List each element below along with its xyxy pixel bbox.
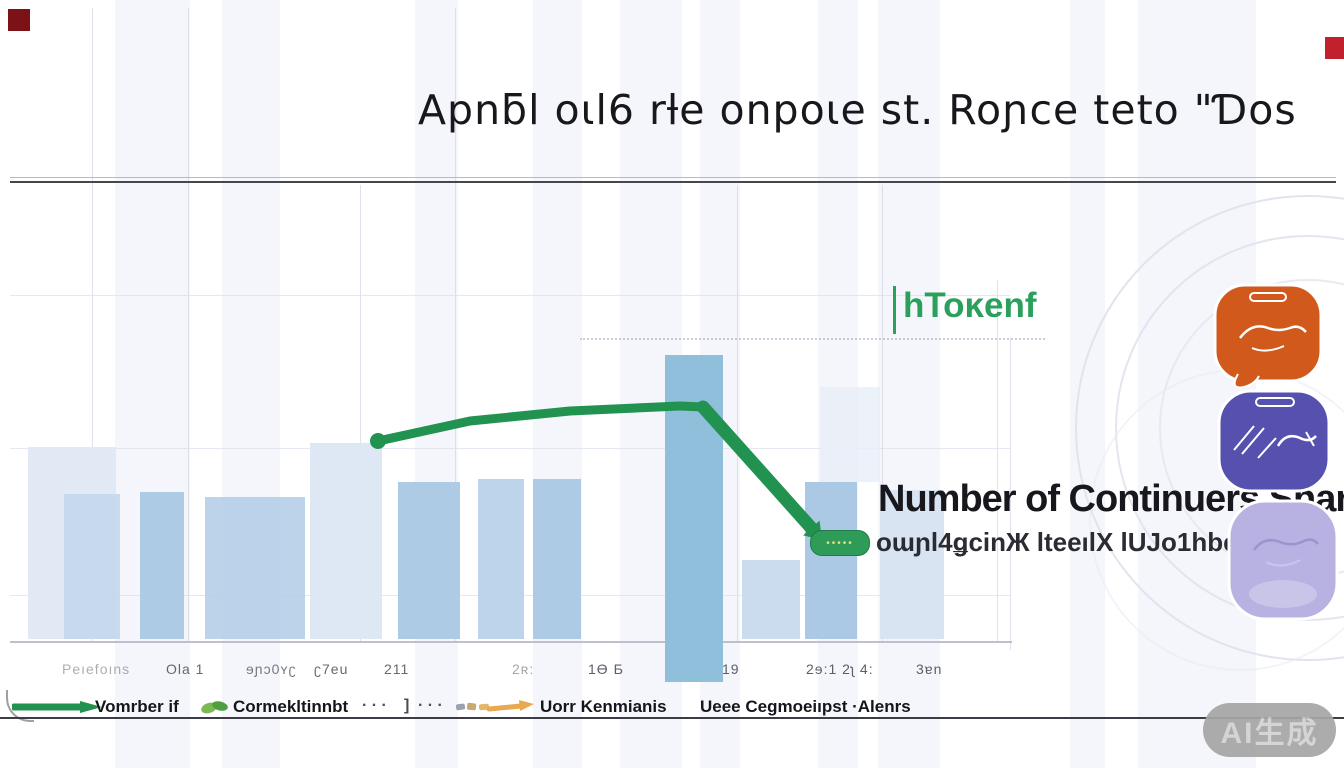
vertical-gridline <box>92 8 93 641</box>
legend-item-2-label: Uorr Kenmianis <box>540 697 667 716</box>
chat-bubble-indigo-icon <box>1217 389 1331 493</box>
vertical-gridline <box>1010 338 1011 650</box>
legend-separator-bracket: ] <box>404 697 410 714</box>
x-axis-line <box>10 641 1012 643</box>
x-axis-label: 2ɘ:1 2ʅ 4: <box>806 661 874 677</box>
background-stripe <box>878 0 940 768</box>
background-stripe <box>115 0 190 768</box>
x-axis-label: Peıefoıns <box>62 661 131 677</box>
bar <box>64 494 120 639</box>
bar <box>398 482 460 639</box>
header-rule-dark <box>10 181 1336 183</box>
background-stripe <box>415 0 458 768</box>
legend-blob-markers-icon <box>456 702 490 711</box>
x-axis-label: 1Ɵ Ƃ <box>588 661 624 677</box>
bar <box>140 492 184 639</box>
x-axis-label: 211 <box>384 661 410 677</box>
bar <box>665 355 723 682</box>
headline-subtitle: oɯɲl4ǥcinЖ lteeılX lUJo1hbe <box>876 527 1238 557</box>
vertical-gridline <box>455 8 456 641</box>
bar <box>805 482 857 639</box>
legend-item-3-label: Ueee Cegmoeiıpst ·Alenrs <box>700 697 911 716</box>
x-axis-label: Ola 1 <box>166 661 205 677</box>
vertical-gridline <box>997 280 998 641</box>
bar <box>533 479 581 639</box>
x-axis-label: ʗ7eu <box>314 661 349 677</box>
background-stripe <box>222 0 280 768</box>
legend-item-1-label-a: Vomrber if <box>95 697 179 716</box>
red-square-top-left <box>8 9 30 31</box>
bottom-rule <box>0 717 1344 719</box>
legend-green-arrow-icon <box>12 701 102 713</box>
text-cursor <box>893 286 896 334</box>
legend-separator-right: · · · <box>418 697 443 714</box>
bar <box>742 560 800 639</box>
vertical-gridline <box>882 185 883 641</box>
x-axis-label: ɘɲɔ0ʏʗ <box>246 661 297 677</box>
ai-watermark: AI生成 <box>1203 703 1336 757</box>
vertical-gridline <box>188 8 189 641</box>
dotted-rule <box>580 338 1045 340</box>
legend-separator-left: · · · <box>362 697 387 714</box>
annotation-label: hToĸenf <box>903 286 1037 325</box>
horizontal-gridline <box>10 448 1010 449</box>
header-rule-light <box>10 177 1336 178</box>
x-axis-label: 19 <box>722 661 740 677</box>
vertical-gridline <box>360 185 361 641</box>
bar <box>205 497 305 639</box>
bar <box>880 490 944 639</box>
x-axis-label: 2ʀ: <box>512 661 535 677</box>
legend-sprout-icon <box>201 701 228 714</box>
bar <box>310 443 382 639</box>
background-stripe <box>818 0 858 768</box>
vertical-gridline <box>737 185 738 641</box>
bar <box>820 387 880 482</box>
horizontal-gridline <box>10 295 1010 296</box>
chat-bubble-lavender-icon <box>1227 499 1339 621</box>
x-axis-label: 3ɐn <box>916 661 943 677</box>
green-dot-icon <box>855 536 866 547</box>
bar <box>478 479 524 639</box>
red-square-right-edge <box>1325 37 1344 59</box>
page-title: Apnƃl oιl6 rƚe onpoιe st. Roɲce teto "Ɗo… <box>418 86 1297 134</box>
legend-orange-arrow-icon <box>487 700 534 712</box>
legend-item-1-label-b: Cormekltinnbt <box>233 697 349 716</box>
chat-bubble-orange-icon <box>1213 283 1323 389</box>
background-stripe <box>533 0 582 768</box>
